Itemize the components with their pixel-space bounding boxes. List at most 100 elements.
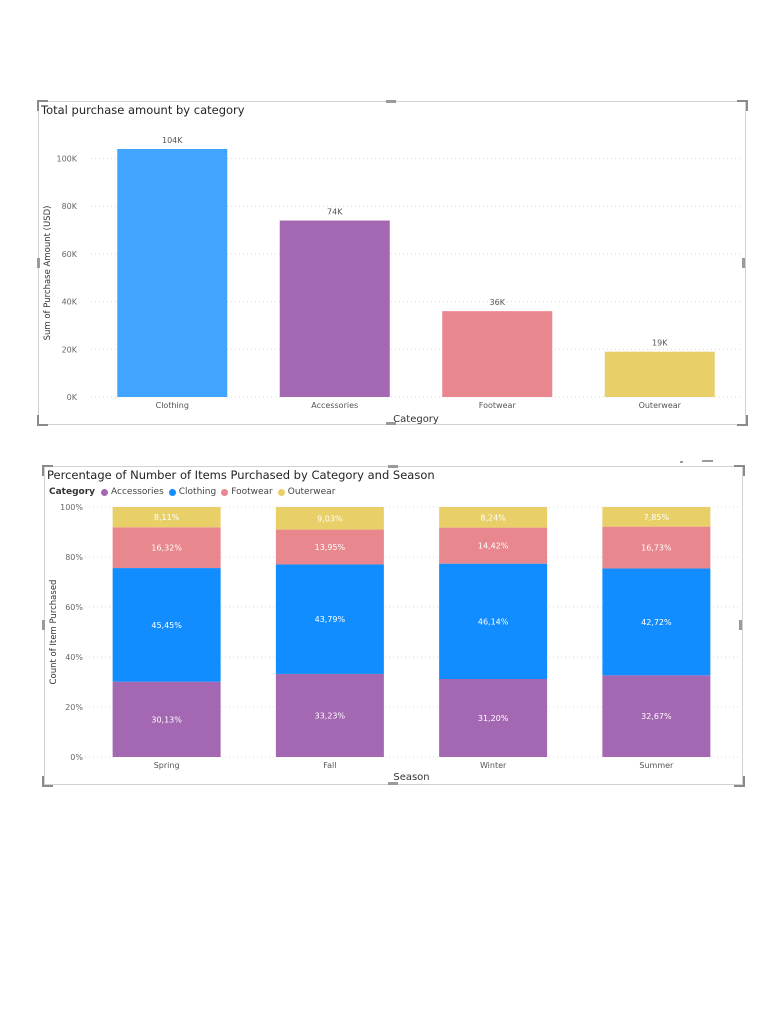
resize-handle-top[interactable] bbox=[386, 100, 396, 103]
data-label: 16,32% bbox=[151, 544, 182, 553]
bar-segment-accessories bbox=[439, 679, 548, 757]
bar-clothing bbox=[117, 149, 228, 397]
data-label: 30,13% bbox=[151, 715, 182, 724]
resize-handle-top[interactable] bbox=[388, 465, 398, 468]
legend-label: Accessories bbox=[111, 487, 164, 497]
chart-title: Total purchase amount by category bbox=[41, 103, 245, 117]
resize-handle-left[interactable] bbox=[42, 620, 45, 630]
y-tick-label: 40K bbox=[62, 298, 78, 307]
data-label: 43,79% bbox=[315, 615, 346, 624]
resize-handle-top-left[interactable] bbox=[37, 100, 48, 111]
legend-marker bbox=[221, 488, 229, 496]
x-axis-title: Category bbox=[393, 414, 439, 424]
y-tick-label: 100% bbox=[60, 503, 83, 512]
legend-label: Footwear bbox=[231, 487, 273, 497]
y-tick-label: 60% bbox=[65, 603, 83, 612]
resize-handle-bottom-left[interactable] bbox=[42, 776, 53, 787]
y-axis-title: Count of Item Purchased bbox=[49, 580, 59, 685]
bar-segment-accessories bbox=[602, 675, 711, 757]
resize-handle-bottom[interactable] bbox=[386, 422, 396, 425]
bar-footwear bbox=[442, 311, 553, 397]
resize-handle-top-left[interactable] bbox=[42, 465, 53, 476]
legend-marker bbox=[168, 488, 176, 496]
data-label: 104K bbox=[162, 136, 183, 145]
bar-segment-footwear bbox=[275, 529, 384, 565]
x-tick-label: Summer bbox=[639, 761, 674, 770]
bar-segment-clothing bbox=[602, 568, 711, 676]
bar-segment-footwear bbox=[112, 527, 221, 569]
visual-header-icon[interactable] bbox=[702, 460, 713, 462]
purchase-by-category-chart: 0K 20K 40K 60K 80K 100K 104K Clothing 74K Accesso… bbox=[43, 136, 741, 424]
items-by-season-chart: 0% 20% 40% 60% 80% 100% 30,13% 45,45% 16,32% 8,11… bbox=[49, 503, 738, 783]
data-label: 46,14% bbox=[478, 617, 509, 626]
y-tick-label: 80% bbox=[65, 553, 83, 562]
data-label: 45,45% bbox=[151, 621, 182, 630]
data-label: 8,24% bbox=[480, 513, 506, 522]
bar-segment-footwear bbox=[602, 526, 711, 569]
legend-label: Clothing bbox=[178, 487, 217, 497]
data-label: 31,20% bbox=[478, 714, 509, 723]
y-tick-label: 80K bbox=[62, 202, 78, 211]
legend-item-clothing[interactable]: Clothing bbox=[168, 487, 217, 497]
data-label: 36K bbox=[490, 298, 506, 307]
data-label: 9,03% bbox=[317, 514, 343, 523]
legend-item-accessories[interactable]: Accessories bbox=[101, 487, 164, 497]
legend-marker bbox=[101, 488, 109, 496]
y-axis-title: Sum of Purchase Amount (USD) bbox=[43, 206, 53, 341]
x-tick-label: Winter bbox=[480, 761, 507, 770]
bar-segment-clothing bbox=[275, 564, 384, 674]
bar-segment-accessories bbox=[275, 673, 384, 757]
data-label: 8,11% bbox=[154, 513, 180, 522]
resize-handle-bottom-right[interactable] bbox=[737, 415, 748, 426]
bar-segment-outerwear bbox=[439, 507, 548, 528]
data-label: 33,23% bbox=[315, 711, 346, 720]
y-tick-label: 20% bbox=[65, 703, 83, 712]
bar-segment-footwear bbox=[439, 527, 548, 564]
x-tick-label: Fall bbox=[323, 761, 336, 770]
chart-title: Percentage of Number of Items Purchased … bbox=[47, 468, 435, 482]
bar-segment-clothing bbox=[112, 568, 221, 682]
resize-handle-left[interactable] bbox=[37, 258, 40, 268]
visual-header-icon[interactable] bbox=[680, 461, 683, 463]
resize-handle-right[interactable] bbox=[739, 620, 742, 630]
legend-label: Outerwear bbox=[287, 487, 336, 497]
x-tick-label: Accessories bbox=[311, 401, 358, 410]
bar-segment-outerwear bbox=[275, 507, 384, 530]
bar-segment-outerwear bbox=[602, 507, 711, 527]
legend-item-outerwear[interactable]: Outerwear bbox=[277, 487, 336, 497]
resize-handle-top-right[interactable] bbox=[737, 100, 748, 111]
y-tick-label: 0% bbox=[70, 753, 83, 762]
y-tick-label: 20K bbox=[62, 345, 78, 354]
data-label: 16,73% bbox=[641, 544, 672, 553]
data-label: 7,85% bbox=[644, 513, 670, 522]
legend-title: Category bbox=[49, 487, 96, 497]
resize-handle-bottom[interactable] bbox=[388, 782, 398, 785]
y-tick-label: 60K bbox=[62, 250, 78, 259]
x-axis-title: Season bbox=[393, 772, 429, 783]
y-tick-label: 100K bbox=[56, 155, 77, 164]
data-label: 32,67% bbox=[641, 712, 672, 721]
data-label: 13,95% bbox=[315, 543, 346, 552]
resize-handle-bottom-left[interactable] bbox=[37, 415, 48, 426]
resize-handle-top-right[interactable] bbox=[734, 465, 745, 476]
x-tick-label: Clothing bbox=[156, 401, 189, 410]
legend-marker bbox=[277, 488, 285, 496]
x-tick-label: Footwear bbox=[479, 401, 517, 410]
items-by-category-season-visual[interactable]: Percentage of Number of Items Purchased … bbox=[44, 466, 743, 785]
bar-segment-accessories bbox=[112, 681, 221, 757]
resize-handle-right[interactable] bbox=[742, 258, 745, 268]
resize-handle-bottom-right[interactable] bbox=[734, 776, 745, 787]
bar-accessories bbox=[279, 220, 390, 397]
data-label: 19K bbox=[652, 339, 668, 348]
chart-legend: Category Accessories Clothing Footwear O… bbox=[49, 487, 340, 497]
y-tick-label: 0K bbox=[67, 393, 78, 402]
purchase-by-category-visual[interactable]: Total purchase amount by category 0K 20K 4… bbox=[38, 101, 746, 425]
data-label: 42,72% bbox=[641, 618, 672, 627]
legend-item-footwear[interactable]: Footwear bbox=[221, 487, 273, 497]
y-tick-label: 40% bbox=[65, 653, 83, 662]
data-label: 14,42% bbox=[478, 542, 509, 551]
bar-segment-clothing bbox=[439, 563, 548, 679]
x-tick-label: Spring bbox=[154, 761, 180, 770]
bar-segment-outerwear bbox=[112, 507, 221, 528]
data-label: 74K bbox=[327, 208, 343, 217]
